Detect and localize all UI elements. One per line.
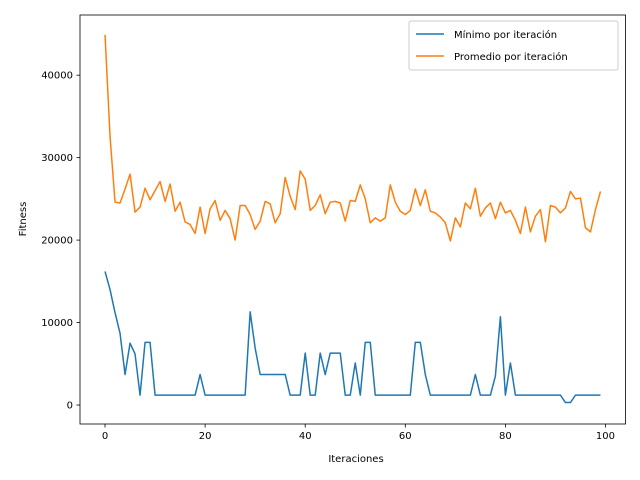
x-tick-label: 0 <box>102 431 108 442</box>
y-tick-label: 40000 <box>41 71 73 82</box>
x-tick-label: 40 <box>299 431 312 442</box>
y-tick-label: 10000 <box>41 318 73 329</box>
legend-frame <box>408 20 619 71</box>
y-tick-label: 30000 <box>41 153 73 164</box>
y-axis: 0 10000 20000 30000 40000 <box>41 71 80 412</box>
x-axis: 0 20 40 60 80 100 <box>102 424 615 442</box>
x-tick-label: 100 <box>596 431 615 442</box>
legend: Mínimo por iteración Promedio por iterac… <box>408 20 619 71</box>
x-tick-label: 60 <box>399 431 412 442</box>
y-tick-label: 0 <box>67 401 73 412</box>
series-line-0 <box>104 271 601 404</box>
axes-frame <box>79 14 626 425</box>
series-line-1 <box>104 34 602 243</box>
x-axis-label: Iteraciones <box>328 454 383 465</box>
x-tick-label: 80 <box>499 431 512 442</box>
y-axis-label: Fitness <box>18 202 29 237</box>
legend-label-minimo: Mínimo por iteración <box>454 29 557 41</box>
x-tick-label: 20 <box>199 431 212 442</box>
legend-label-promedio: Promedio por iteración <box>454 51 568 63</box>
plot-area <box>104 34 602 404</box>
y-tick-label: 20000 <box>41 236 73 247</box>
